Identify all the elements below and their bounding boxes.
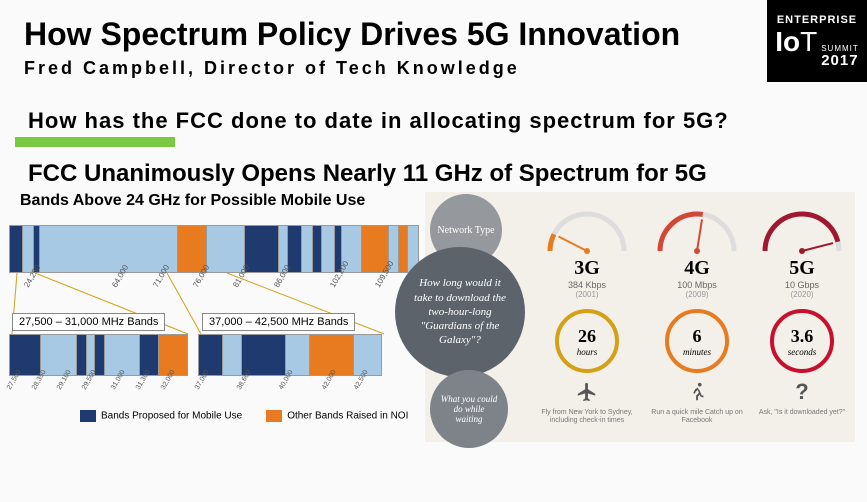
accent-bar xyxy=(15,137,175,147)
headline: FCC Unanimously Opens Nearly 11 GHz of S… xyxy=(28,160,707,188)
activity-text: Fly from New York to Sydney, including c… xyxy=(537,409,637,426)
legend-item: Bands Proposed for Mobile Use xyxy=(80,410,242,422)
spectrum-segment xyxy=(159,335,187,375)
gen-name: 5G xyxy=(752,257,852,280)
gen-name: 4G xyxy=(647,257,747,280)
spectrum-legend: Bands Proposed for Mobile Use Other Bands… xyxy=(80,410,408,422)
gen-year: (2001) xyxy=(537,290,637,299)
spectrum-segment xyxy=(10,335,40,375)
spectrum-segment xyxy=(199,335,222,375)
tick-label xyxy=(226,388,232,392)
legend-item: Other Bands Raised in NOI xyxy=(266,410,408,422)
activity-text: Ask, "Is it downloaded yet?" xyxy=(752,409,852,417)
spectrum-segment xyxy=(41,335,75,375)
download-time: 3.6seconds xyxy=(770,309,834,373)
spectrum-segment xyxy=(302,226,312,272)
speed-infographic: Network Type How long would it take to d… xyxy=(425,192,855,442)
spectrum-chart-top xyxy=(9,225,419,273)
spectrum-segment xyxy=(207,226,244,272)
generation-5g: 5G10 Gbps(2020) 3.6seconds? Ask, "Is it do… xyxy=(752,206,852,417)
logo-line1: ENTERPRISE xyxy=(777,15,857,26)
spectrum-segment xyxy=(10,226,22,272)
sub-band-2-label: 37,000 – 42,500 MHz Bands xyxy=(202,313,355,331)
slide-title: How Spectrum Policy Drives 5G Innovation xyxy=(24,16,680,53)
event-logo: ENTERPRISE IoT SUMMIT2017 xyxy=(767,0,867,82)
tick-label xyxy=(268,388,274,392)
circle-question: How long would it take to download the t… xyxy=(395,247,525,377)
spectrum-ticks-sub2: 37,00038,60040,00042,00042,500 xyxy=(200,384,380,391)
activity-icon xyxy=(537,379,637,405)
activity-icon xyxy=(647,379,747,405)
generation-3g: 3G384 Kbps(2001) 26hours Fly from New York… xyxy=(537,206,637,426)
spectrum-segment xyxy=(40,226,177,272)
slide-subtitle: Fred Campbell, Director of Tech Knowledg… xyxy=(24,58,520,79)
slide-question: How has the FCC done to date in allocati… xyxy=(28,108,729,134)
download-time: 26hours xyxy=(555,309,619,373)
spectrum-segment xyxy=(288,226,302,272)
spectrum-segment xyxy=(140,335,157,375)
gen-name: 3G xyxy=(537,257,637,280)
download-time: 6minutes xyxy=(665,309,729,373)
spectrum-segment xyxy=(322,226,334,272)
gen-speed: 100 Mbps xyxy=(647,280,747,290)
gen-speed: 384 Kbps xyxy=(537,280,637,290)
generation-4g: 4G100 Mbps(2009) 6minutes Run a quick mile… xyxy=(647,206,747,426)
gen-speed: 10 Gbps xyxy=(752,280,852,290)
spectrum-segment xyxy=(354,335,381,375)
spectrum-segment xyxy=(313,226,321,272)
circle-waiting: What you could do while waiting xyxy=(430,370,508,448)
spectrum-segment xyxy=(95,335,105,375)
activity-icon: ? xyxy=(752,379,852,405)
spectrum-ticks-sub1: 27,50028,35029,10029,50031,00031,30032,0… xyxy=(12,384,187,391)
gen-year: (2009) xyxy=(647,290,747,299)
spectrum-segment xyxy=(399,226,407,272)
spectrum-chart-sub1 xyxy=(9,334,188,376)
activity-text: Run a quick mile Catch up on Facebook xyxy=(647,409,747,426)
gen-year: (2020) xyxy=(752,290,852,299)
spectrum-segment xyxy=(23,226,33,272)
spectrum-segment xyxy=(223,335,241,375)
spectrum-segment xyxy=(77,335,87,375)
tick-label: 37,000 xyxy=(194,369,211,391)
spectrum-chart-title: Bands Above 24 GHz for Possible Mobile U… xyxy=(20,192,365,210)
tick-label xyxy=(310,388,316,392)
spectrum-segment xyxy=(245,226,278,272)
sub-band-1-label: 27,500 – 31,000 MHz Bands xyxy=(12,313,165,331)
